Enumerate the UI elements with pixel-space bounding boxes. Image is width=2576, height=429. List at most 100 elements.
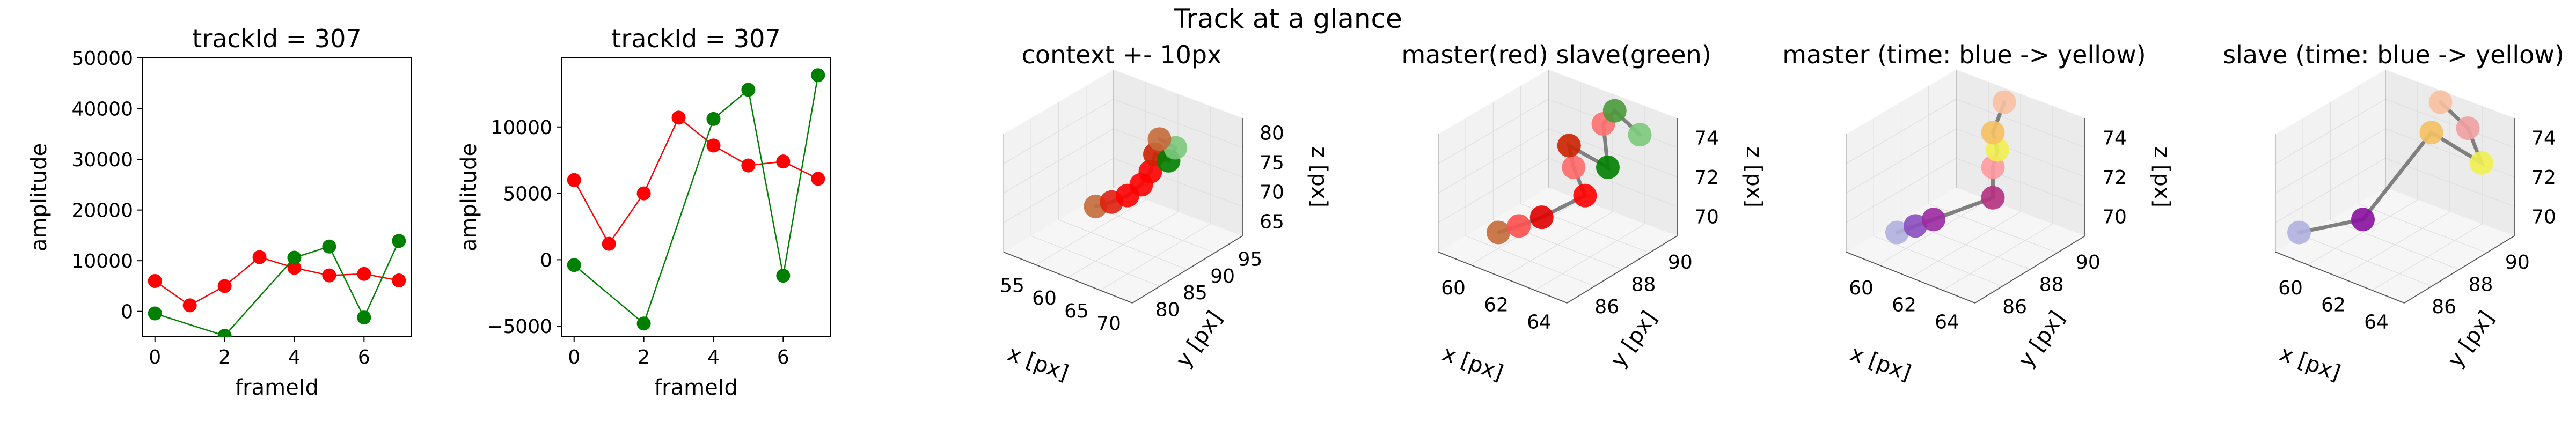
chart-title: slave (time: blue -> yellow): [2223, 40, 2564, 69]
series-point-0: [392, 273, 406, 288]
series-point-0: [148, 274, 162, 288]
x-tick-label: 64: [1935, 311, 1959, 333]
grid-line: [1956, 128, 2085, 177]
series-point-0: [182, 298, 197, 313]
x-axis-line: [1846, 252, 1975, 304]
series-point-1: [636, 316, 651, 331]
y-tick-label: 90: [2505, 252, 2530, 273]
y-tick-label: 85: [1183, 282, 1208, 304]
grid-line: [1956, 99, 2085, 148]
grid-line: [2372, 223, 2483, 291]
floor-pane: [1846, 188, 2085, 303]
floor-pane: [1004, 188, 1242, 303]
y-tick-label: 0: [540, 249, 552, 271]
y-tick-label: 88: [2039, 274, 2064, 296]
chart-title: master(red) slave(green): [1401, 40, 1711, 69]
track-point: [2419, 121, 2443, 145]
x-tick-label: 2: [638, 346, 650, 368]
series-point-0: [776, 154, 791, 169]
x-tick-label: 60: [2278, 277, 2303, 299]
series-point-1: [741, 83, 756, 97]
line-chart-1: trackId = 307 frameId amplitude 0 2 4 6 −5000 0 5…: [457, 24, 831, 400]
x-tick-label: 64: [1527, 311, 1552, 333]
z-tick-label: 80: [1260, 123, 1284, 145]
y-tick-label: 90: [2076, 252, 2101, 273]
z-tick-label: 70: [1260, 182, 1284, 204]
x-tick-label: 62: [1484, 294, 1509, 316]
series-point-0: [811, 172, 825, 186]
grid-line: [1438, 99, 1549, 164]
y-tick-label: 50000: [71, 48, 133, 70]
y-tick-label: 95: [1238, 249, 1262, 271]
z-tick-label: 74: [2102, 128, 2127, 150]
track-point: [1992, 90, 2016, 114]
track-point: [1562, 156, 1586, 179]
x-tick-label: 60: [1849, 277, 1874, 299]
y-tick-label: 30000: [71, 149, 133, 171]
series-point-1: [322, 239, 336, 254]
series-point-0: [217, 279, 232, 293]
z-tick-label: 70: [2531, 206, 2556, 228]
x-axis-line: [1003, 252, 1133, 304]
z-axis-label: z [px]: [1741, 146, 1766, 208]
x-tick-label: 60: [1032, 287, 1057, 309]
track-point: [1904, 214, 1927, 238]
y-tick-label: 10000: [71, 250, 133, 272]
track-point: [2428, 90, 2453, 114]
grid-line: [1846, 128, 1957, 194]
grid-line: [2275, 128, 2386, 194]
grid-line: [1003, 128, 1114, 194]
track-point: [1602, 99, 1627, 123]
series-point-1: [148, 306, 162, 321]
grid-line: [2358, 203, 2487, 253]
y-axis-label: amplitude: [27, 143, 52, 252]
y-tick-label: 88: [2469, 274, 2493, 296]
y-tick-label: 90: [1668, 252, 1693, 273]
track-point: [2456, 116, 2480, 140]
floor-pane: [1438, 188, 1677, 303]
x-tick-label: 65: [1064, 300, 1089, 322]
track-point: [1981, 186, 2005, 210]
series-line-0: [155, 256, 399, 306]
plot-frame: [561, 57, 831, 337]
y-tick-label: 5000: [503, 183, 552, 205]
y-tick-label: −5000: [487, 316, 552, 338]
y-axis-label: amplitude: [457, 143, 481, 252]
grid-line: [2385, 128, 2515, 177]
z-tick-label: 72: [2531, 167, 2556, 189]
y-tick-label: 90: [1210, 265, 1235, 287]
track-point: [1596, 156, 1620, 179]
track-point: [1981, 121, 2005, 145]
series-point-0: [602, 236, 616, 251]
x-tick-label: 0: [568, 346, 580, 368]
x-tick-label: 70: [1096, 313, 1121, 335]
y-tick-label: 0: [121, 301, 133, 323]
series-point-0: [322, 268, 336, 283]
series-point-1: [217, 329, 232, 337]
z-tick-label: 74: [1694, 128, 1719, 150]
track-point: [1557, 134, 1581, 158]
x-axis-label: x [px]: [1847, 341, 1914, 386]
z-tick-label: 70: [1694, 206, 1719, 228]
series-point-1: [287, 250, 302, 265]
x-axis-label: frameId: [654, 375, 738, 400]
x-tick-label: 6: [777, 346, 789, 368]
series-point-1: [392, 234, 406, 248]
x-tick-label: 62: [1892, 294, 1916, 316]
x-tick-label: 64: [2364, 311, 2389, 333]
y-axis-line: [1132, 235, 1243, 304]
x-axis-label: x [px]: [1439, 341, 1506, 386]
z-tick-label: 65: [1260, 211, 1284, 233]
y-axis-line: [1974, 235, 2085, 304]
figure-suptitle: Track at a glance: [1173, 3, 1402, 34]
series-point-0: [671, 110, 686, 125]
line-chart-0: trackId = 307 frameId amplitude 0 2 4 6 0 10000 2…: [27, 24, 412, 400]
y-tick-label: 86: [2432, 296, 2456, 318]
series-line-1: [573, 75, 819, 325]
z-tick-label: 75: [1260, 152, 1284, 174]
x-tick-label: 0: [149, 346, 161, 368]
grid-line: [1942, 223, 2053, 291]
plot-area: [567, 68, 825, 331]
series-point-1: [811, 68, 825, 83]
